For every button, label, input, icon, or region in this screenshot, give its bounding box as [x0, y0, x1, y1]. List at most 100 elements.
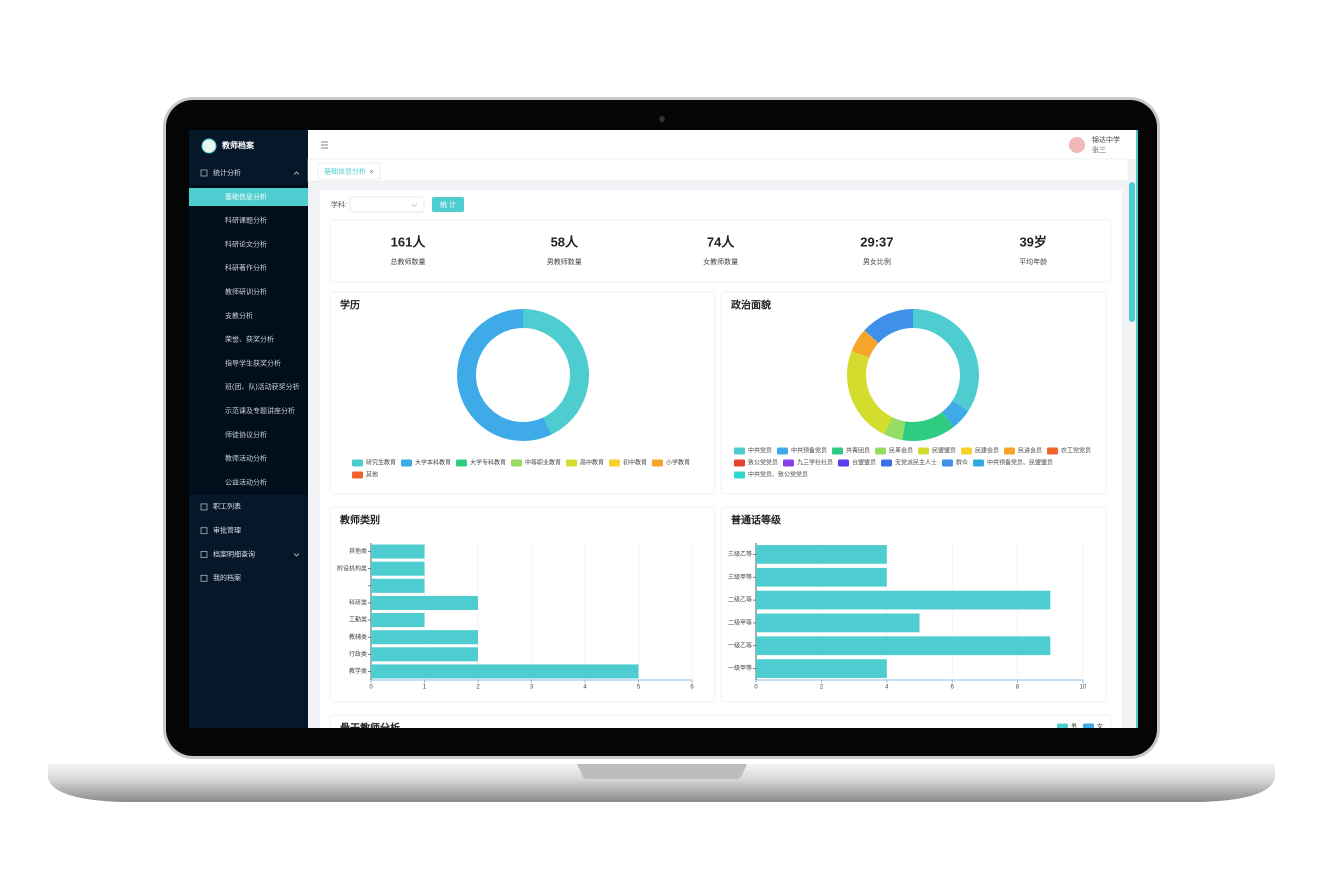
chart-title: 学历 — [340, 299, 360, 312]
legend-swatch[interactable] — [918, 447, 929, 455]
header — [308, 130, 1138, 159]
legend-swatch[interactable] — [777, 447, 788, 455]
legend-label: 无党派民主人士 — [895, 459, 937, 467]
stat-label: 男女比例 — [863, 257, 891, 266]
bar — [371, 613, 425, 628]
pie-slice — [902, 412, 954, 442]
tab[interactable] — [317, 162, 381, 180]
legend-label: 民盟盟员 — [932, 448, 956, 455]
select-arrow — [411, 203, 418, 207]
tab-close — [369, 169, 374, 174]
legend-swatch[interactable] — [609, 459, 620, 467]
menu-item[interactable]: 统计分析 — [213, 168, 241, 177]
legend-swatch[interactable] — [783, 459, 794, 467]
x-tick-label: 2 — [820, 685, 824, 691]
submenu-item[interactable]: 教师活动分析 — [225, 454, 267, 463]
submenu-item[interactable]: 支教分析 — [225, 311, 253, 320]
legend-swatch[interactable] — [734, 471, 745, 479]
legend-label: 其他 — [366, 471, 378, 479]
chart-title: 骨干教师分析 — [340, 722, 400, 735]
bar — [371, 578, 425, 593]
stat-label: 总教师数量 — [391, 257, 426, 266]
legend-label: 中共党员 — [748, 447, 772, 455]
legend-label: 民建会员 — [975, 447, 999, 455]
legend-label: 大学本科教育 — [415, 459, 451, 467]
camera — [659, 116, 665, 122]
avatar — [1069, 137, 1085, 153]
stat-value: 39岁 — [1019, 234, 1046, 249]
screen: 教师档案统计分析基础信息分析科研课题分析科研论文分析科研著作分析教师研训分析支教… — [189, 130, 1138, 735]
pie-slice — [457, 309, 552, 442]
menu-item[interactable]: 档案明细查询 — [213, 549, 255, 558]
menu-item[interactable]: 我的档案 — [213, 573, 241, 582]
stat-button[interactable] — [432, 197, 464, 212]
legend-swatch[interactable] — [456, 459, 467, 467]
pie-slice — [913, 309, 980, 412]
submenu-item[interactable]: 科研课题分析 — [225, 216, 267, 225]
menu-item[interactable]: 职工列表 — [213, 502, 241, 511]
stat-value: 29:37 — [860, 234, 893, 249]
x-tick-label: 4 — [583, 685, 587, 691]
y-tick-label: 三级甲等 — [728, 573, 752, 581]
submenu-item[interactable]: 指导学生获奖分析 — [225, 358, 281, 367]
legend-swatch[interactable] — [881, 459, 892, 467]
legend-swatch[interactable] — [838, 459, 849, 467]
bar — [756, 659, 887, 678]
card — [720, 291, 1107, 495]
submenu-item[interactable]: 荣誉、获奖分析 — [225, 335, 274, 344]
legend-swatch[interactable] — [1083, 723, 1094, 731]
legend-swatch[interactable] — [511, 459, 522, 467]
laptop-notch — [577, 764, 747, 779]
pie-slice — [847, 351, 893, 435]
submenu-item[interactable]: 班(团、队)活动获奖分析 — [225, 382, 300, 391]
bar — [756, 545, 887, 564]
legend-label: 九三学社社员 — [797, 459, 833, 467]
legend-swatch[interactable] — [352, 471, 363, 479]
subject-select[interactable] — [349, 196, 425, 213]
y-tick-label: 一级乙等 — [728, 641, 752, 649]
bar — [756, 567, 887, 587]
submenu-item[interactable]: 基础信息分析 — [225, 192, 267, 201]
legend-label: 民进会员 — [1018, 447, 1042, 455]
legend-swatch[interactable] — [734, 447, 745, 455]
legend-swatch[interactable] — [734, 459, 745, 467]
legend-swatch[interactable] — [652, 459, 663, 467]
submenu-item[interactable]: 示范课及专题讲座分析 — [225, 406, 295, 415]
legend-label: 研究生教育 — [366, 459, 396, 467]
submenu-item[interactable]: 教师研训分析 — [225, 287, 267, 296]
school-name: 锦达中学 — [1092, 135, 1120, 144]
pie-slice — [851, 330, 879, 358]
legend-label: 民革会员 — [889, 447, 913, 455]
menu-icon — [200, 551, 208, 558]
legend-label: 共青团员 — [846, 447, 870, 455]
legend-swatch[interactable] — [961, 447, 972, 455]
legend-swatch[interactable] — [566, 459, 577, 467]
user-name: 张三 — [1092, 145, 1106, 154]
legend-swatch[interactable] — [1047, 447, 1058, 455]
legend-swatch[interactable] — [832, 447, 843, 455]
legend-swatch[interactable] — [352, 459, 363, 467]
submenu-item[interactable]: 公益活动分析 — [225, 477, 267, 486]
scroll-thumb[interactable] — [1129, 182, 1135, 322]
bar — [756, 613, 920, 633]
x-tick-label: 8 — [1016, 685, 1020, 691]
legend-label: 中共预备党员、民盟盟员 — [987, 459, 1053, 467]
legend-swatch[interactable] — [942, 459, 953, 467]
edge-bar — [1136, 130, 1138, 728]
legend-swatch[interactable] — [401, 459, 412, 467]
submenu-item[interactable]: 科研论文分析 — [225, 239, 267, 248]
legend-swatch[interactable] — [973, 459, 984, 467]
legend-swatch[interactable] — [875, 447, 886, 455]
legend-label: 群众 — [956, 459, 968, 467]
bar — [371, 664, 639, 679]
legend-swatch[interactable] — [1057, 723, 1068, 731]
x-tick-label: 10 — [1080, 685, 1087, 691]
submenu-item[interactable]: 师徒协议分析 — [225, 430, 267, 439]
bar — [371, 595, 478, 610]
legend-swatch[interactable] — [1004, 447, 1015, 455]
chart-title: 普通话等级 — [731, 514, 782, 527]
menu-item[interactable]: 审批管理 — [213, 526, 241, 535]
submenu-item[interactable]: 科研著作分析 — [225, 263, 267, 272]
stat-value: 161人 — [391, 234, 427, 249]
